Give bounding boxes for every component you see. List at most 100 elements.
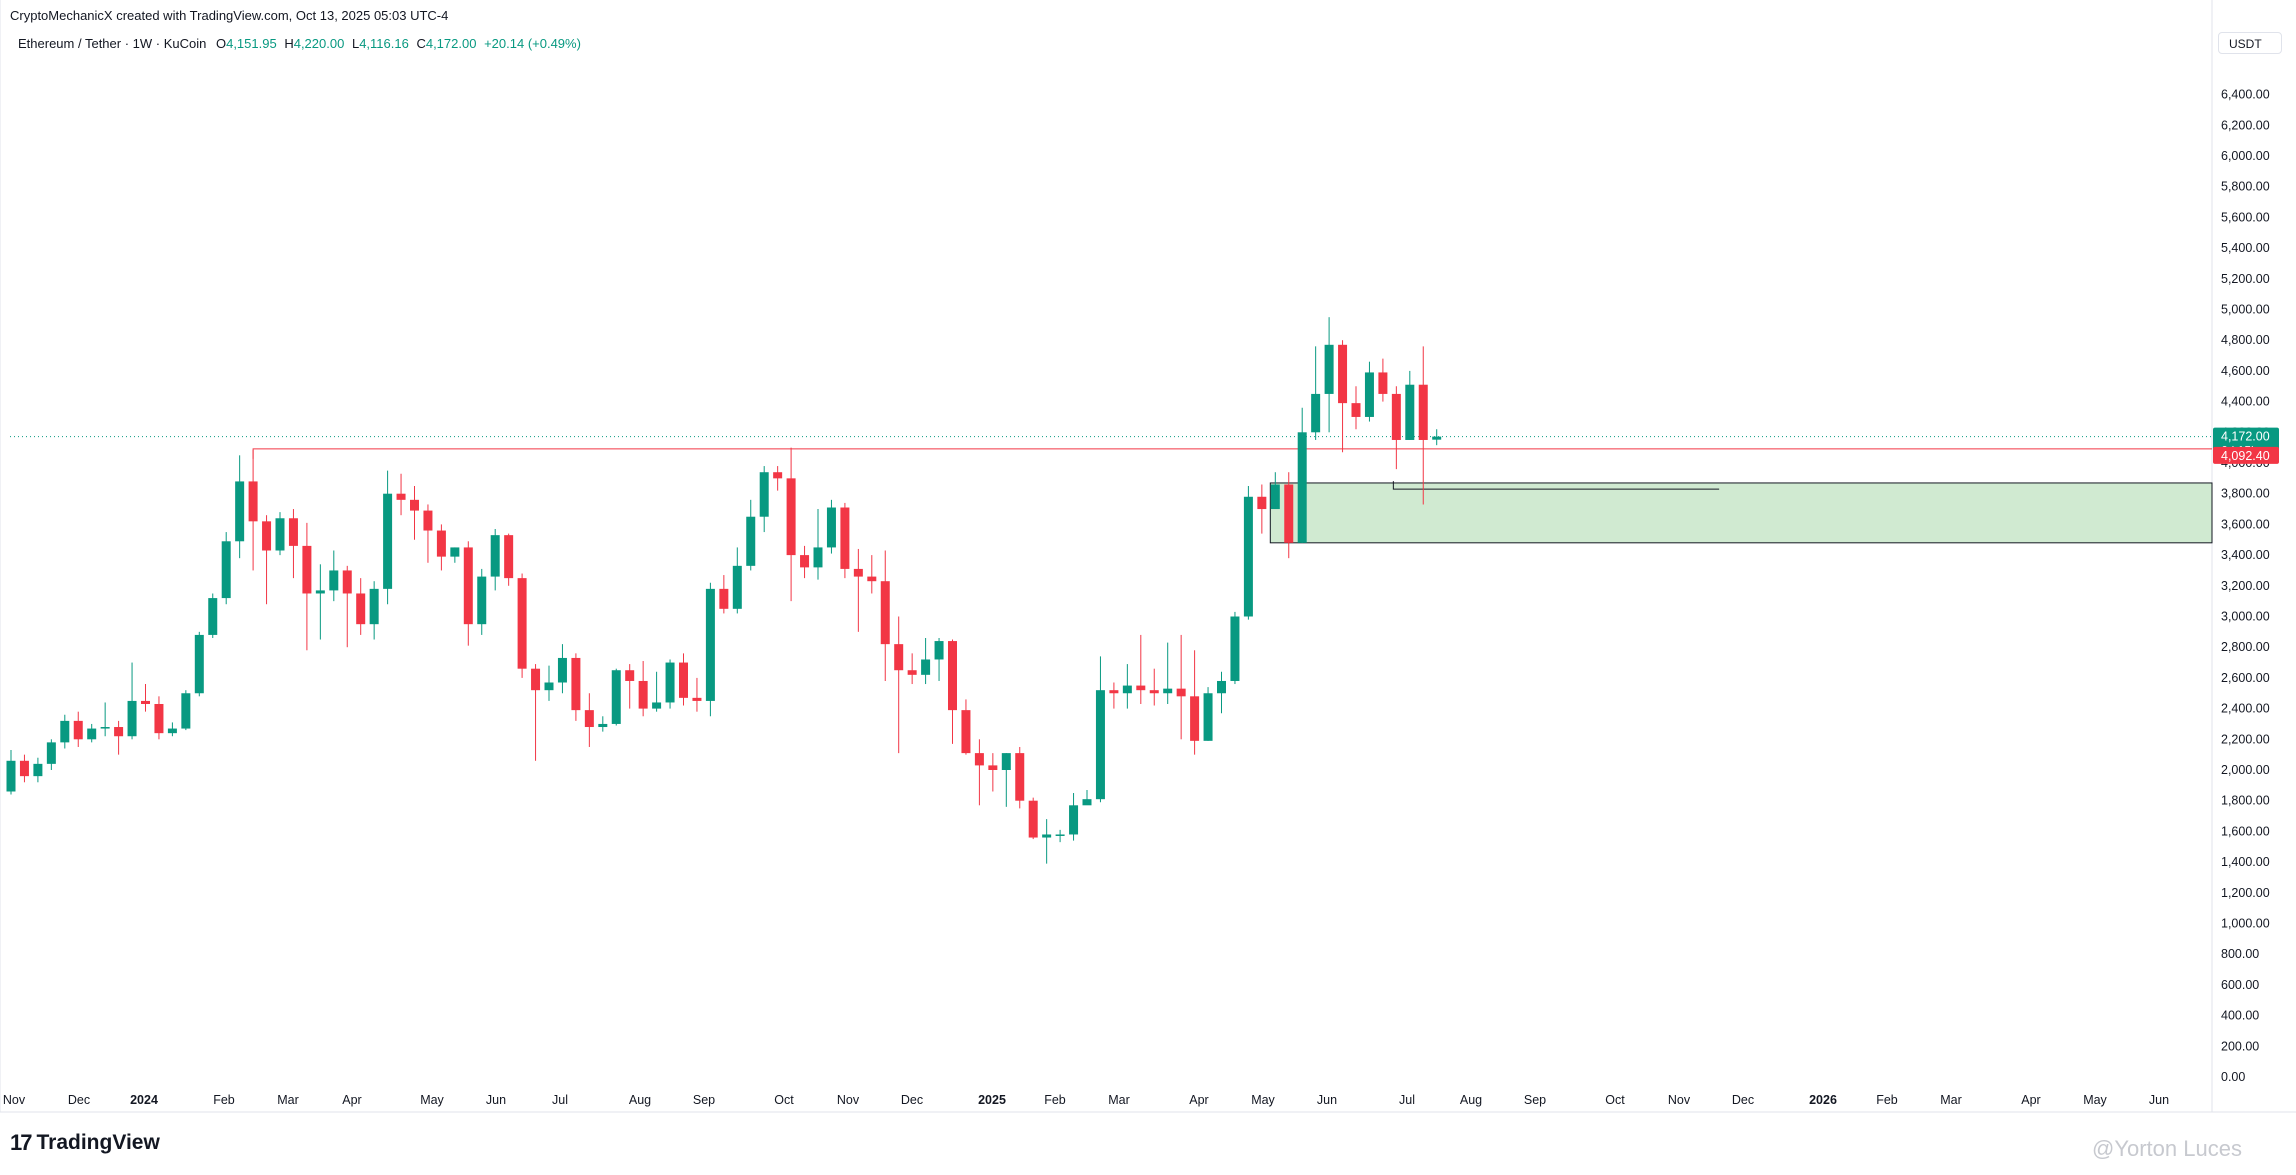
candle xyxy=(33,757,43,783)
candle-body xyxy=(800,555,810,568)
candle xyxy=(181,690,191,731)
candle-body xyxy=(1069,805,1079,835)
y-tick-label: 5,400.00 xyxy=(2221,241,2270,255)
candle-body xyxy=(840,507,850,569)
open-label: O xyxy=(215,36,227,51)
x-tick-label: Mar xyxy=(277,1093,299,1107)
currency-unit-button[interactable]: USDT xyxy=(2218,32,2282,54)
candle xyxy=(719,575,729,614)
candle xyxy=(853,548,863,632)
candle xyxy=(948,639,957,744)
candle-body xyxy=(1324,344,1334,394)
candle-body xyxy=(19,760,29,777)
y-tick-label: 1,000.00 xyxy=(2221,917,2270,931)
candle xyxy=(638,661,648,717)
candle xyxy=(692,677,702,712)
x-tick-label: Apr xyxy=(2021,1093,2040,1107)
candle xyxy=(208,593,218,638)
candle-body xyxy=(1270,484,1280,510)
horizontal-ray xyxy=(1392,481,1720,490)
candle-body xyxy=(1042,834,1052,838)
candle xyxy=(1122,664,1132,709)
candle-body xyxy=(342,570,352,594)
candle xyxy=(1015,746,1025,809)
candle xyxy=(383,470,393,605)
x-tick-label: Dec xyxy=(1732,1093,1754,1107)
candle-body xyxy=(356,593,366,625)
x-tick-label: Feb xyxy=(1044,1093,1066,1107)
candle xyxy=(1163,642,1173,704)
candle xyxy=(490,529,500,591)
candle-body xyxy=(679,662,688,698)
y-tick-label: 2,000.00 xyxy=(2221,763,2270,777)
candle-body xyxy=(315,590,325,594)
x-tick-label: Oct xyxy=(1605,1093,1625,1107)
resistance-line xyxy=(252,448,2212,459)
x-tick-label: Oct xyxy=(774,1093,794,1107)
symbol-name[interactable]: Ethereum / Tether · 1W · KuCoin xyxy=(18,36,207,51)
candle xyxy=(571,653,581,721)
candle xyxy=(127,662,137,740)
y-tick-label: 1,800.00 xyxy=(2221,794,2270,808)
price-label-text: 4,092.40 xyxy=(2221,449,2270,463)
candle-body xyxy=(1364,372,1374,417)
symbol-legend: Ethereum / Tether · 1W · KuCoin O4,151.9… xyxy=(18,36,585,51)
candle xyxy=(1324,317,1334,433)
candle xyxy=(1042,819,1052,864)
price-label-text: 4,172.00 xyxy=(2221,430,2270,444)
candle-body xyxy=(6,760,16,792)
candle-body xyxy=(1418,384,1428,440)
change-value: +20.14 (+0.49%) xyxy=(484,36,581,51)
candle xyxy=(436,524,446,571)
candle-body xyxy=(181,693,191,729)
candle xyxy=(288,509,298,579)
y-tick-label: 5,000.00 xyxy=(2221,303,2270,317)
x-tick-label: 2026 xyxy=(1809,1093,1837,1107)
x-tick-label: Sep xyxy=(693,1093,715,1107)
y-tick-label: 3,600.00 xyxy=(2221,517,2270,531)
candle xyxy=(1149,668,1159,706)
tradingview-brand: TradingView xyxy=(36,1131,160,1154)
candle-body xyxy=(1230,616,1240,681)
x-tick-label: May xyxy=(420,1093,444,1107)
chart-credit: CryptoMechanicX created with TradingView… xyxy=(10,8,449,23)
candle xyxy=(826,499,836,554)
candle-body xyxy=(813,547,823,568)
candle xyxy=(302,522,312,651)
candles-group xyxy=(6,317,1442,864)
x-tick-label: May xyxy=(2083,1093,2107,1107)
candle-body xyxy=(1432,436,1442,440)
candle xyxy=(732,547,742,614)
y-tick-label: 1,400.00 xyxy=(2221,855,2270,869)
candle xyxy=(1364,361,1374,422)
candle xyxy=(544,665,554,701)
candle-body xyxy=(1338,344,1348,404)
low-value: 4,116.16 xyxy=(359,36,409,51)
candle-body xyxy=(275,518,285,551)
y-tick-label: 400.00 xyxy=(2221,1009,2259,1023)
candle xyxy=(1203,687,1213,741)
y-tick-label: 3,800.00 xyxy=(2221,487,2270,501)
candle-body xyxy=(1109,690,1119,694)
candle-body xyxy=(436,530,446,557)
candle-body xyxy=(167,728,177,734)
tradingview-logo-icon: 17 xyxy=(10,1130,33,1155)
x-tick-label: Aug xyxy=(629,1093,651,1107)
candle xyxy=(1095,656,1105,803)
x-tick-label: Aug xyxy=(1460,1093,1482,1107)
candle-body xyxy=(571,657,581,711)
candle-body xyxy=(329,570,339,591)
candle xyxy=(221,532,231,605)
y-tick-label: 5,200.00 xyxy=(2221,272,2270,286)
candle xyxy=(1109,682,1119,709)
support-zone xyxy=(1269,482,2213,544)
candle-body xyxy=(934,641,944,660)
candle xyxy=(463,541,473,646)
candle xyxy=(813,509,823,580)
candle xyxy=(1055,829,1065,843)
candle xyxy=(1311,346,1321,440)
y-tick-label: 5,600.00 xyxy=(2221,210,2270,224)
candle-body xyxy=(665,662,675,703)
candle-body xyxy=(1405,384,1415,440)
